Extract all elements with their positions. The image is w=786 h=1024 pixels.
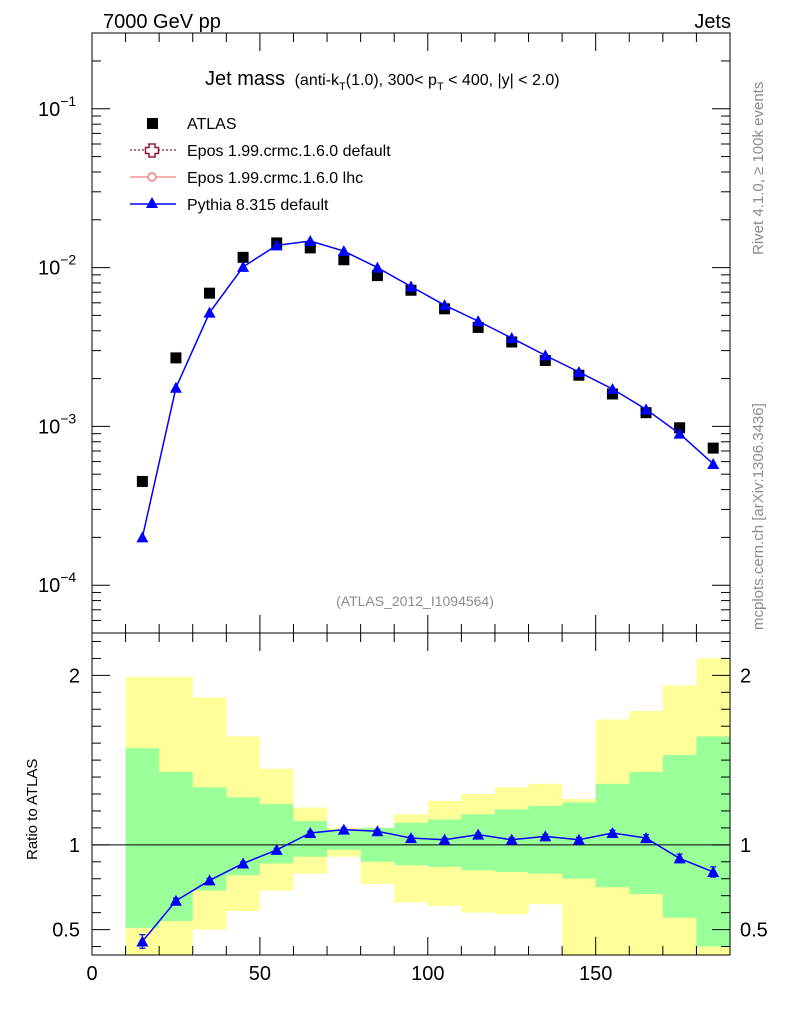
pythia-point [237,260,250,272]
atlas-data-point [304,242,316,254]
main-y-tick-labels: 10−1 10−2 10−3 10−4 [38,93,76,597]
legend-marker-pythia [146,197,158,208]
legend-label-pythia: Pythia 8.315 default [187,197,329,214]
atlas-data-point [371,270,383,282]
ratio-band-inner [394,822,428,866]
ratio-pythia-line [141,828,714,942]
atlas-data-point [136,475,148,487]
pythia-point [707,457,720,469]
ratio-pythia-point [640,832,653,844]
pythia-point [371,261,384,273]
ratio-pythia-point [405,832,417,844]
rivet-label: Rivet 4.1.0, ≥ 100k events [750,82,767,255]
legend-marker-epos-default [144,143,160,158]
legend-label-epos-lhc: Epos 1.99.crmc.1.6.0 lhc [187,170,363,187]
legend-marker-epos-lhc [147,172,157,182]
ratio-band-inner [662,755,697,918]
ratio-band-inner [192,787,227,891]
ratio-y-axis-label: Ratio to ATLAS [24,759,41,860]
ratio-x-tick-label: 0 [86,963,97,985]
ratio-pythia-point [337,823,350,835]
ratio-pythia-point [270,843,283,855]
ratio-band-inner [125,748,160,928]
pythia-point [673,427,686,439]
ratio-y-tick-label-left: 0.5 [52,920,80,942]
ratio-pythia-point [606,826,619,838]
ratio-pythia-point [438,833,451,845]
pythia-point [405,280,417,292]
legend-label-epos-default: Epos 1.99.crmc.1.6.0 default [187,143,391,160]
atlas-data-point [539,354,551,366]
legend-label-atlas: ATLAS [187,116,237,133]
ratio-pythia-point [472,828,485,840]
ratio-band-inner [696,736,730,947]
legend-marker-atlas [147,118,158,129]
ratio-y-tick-label-left: 2 [69,665,80,687]
ratio-y-tick-label-right: 1 [740,835,751,857]
main-y-tick-label: 10−1 [38,93,76,121]
plot-title: Jet mass (anti-kT(1.0), 300< pT < 400, |… [205,68,560,93]
pythia-point [337,245,350,257]
ratio-pythia-point [505,833,518,845]
ratio-uncertainty-bands [125,658,730,955]
pythia-point [203,306,216,318]
ratio-pythia-point [203,874,216,886]
ratio-band-inner [461,814,495,871]
ratio-series-layer [136,823,720,949]
ratio-x-tick-label: 150 [579,963,612,985]
pythia-point [539,349,552,361]
ratio-y-tick-label-right: 2 [740,665,751,687]
ratio-pythia-point [673,852,686,864]
atlas-data-point [472,321,484,333]
ratio-x-tick-label: 100 [411,963,444,985]
pythia-line [141,240,714,538]
main-y-tick-label: 10−2 [38,252,76,280]
ratio-axis-ticks [91,633,731,955]
atlas-data-point [170,352,182,364]
pythia-point [169,381,182,393]
mcplots-label: mcplots.cern.ch [arXiv:1306.3436] [750,403,767,630]
pythia-point [472,315,485,327]
pythia-point [136,531,149,543]
ratio-y-tick-label-left: 1 [69,835,80,857]
ratio-pythia-point [572,833,585,845]
pythia-point [438,299,451,311]
ratio-tick-labels: 0.5 0.5 1 1 2 2 0 50 100 150 [52,665,768,985]
ratio-pythia-point [169,894,182,906]
pythia-point [572,366,585,378]
atlas-data-point [338,254,350,266]
energy-label: 7000 GeV pp [103,11,221,33]
atlas-data-point [204,287,216,299]
analysis-tag: (ATLAS_2012_I1094564) [336,593,494,609]
process-label: Jets [694,11,731,33]
main-series-layer [136,235,720,543]
ratio-y-tick-label-right: 0.5 [740,920,768,942]
ratio-pythia-point [304,826,317,838]
pythia-point [270,239,283,251]
main-y-tick-label: 10−3 [38,410,76,438]
legend: ATLAS Epos 1.99.crmc.1.6.0 default Epos … [130,116,391,214]
atlas-data-point [707,442,719,454]
pythia-point [640,403,653,415]
ratio-pythia-point [237,857,250,869]
ratio-pythia-point [371,825,384,837]
ratio-pythia-point [539,830,552,842]
atlas-data-point [237,251,249,263]
pythia-point [606,382,619,394]
main-axis-ticks [91,33,731,634]
ratio-x-tick-label: 50 [249,963,271,985]
pythia-point [505,332,518,344]
pythia-point [304,235,317,247]
ratio-pythia-point [707,865,720,877]
main-y-tick-label: 10−4 [38,569,76,597]
ratio-pythia-point [136,935,149,947]
